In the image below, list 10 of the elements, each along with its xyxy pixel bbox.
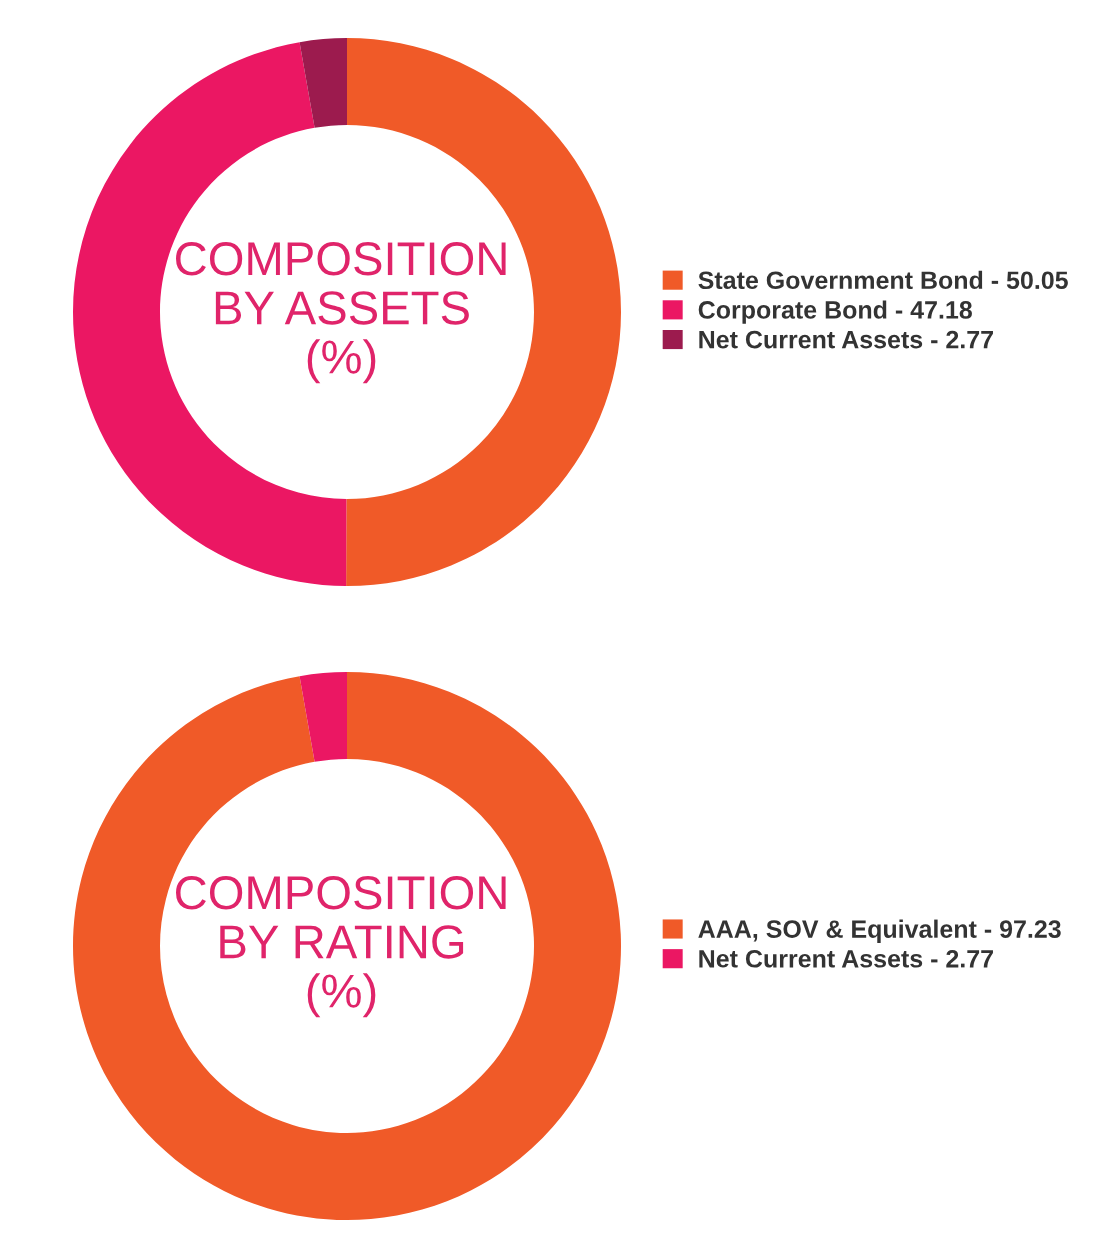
donut-slice — [299, 38, 347, 128]
legend-label: Net Current Assets - 2.77 — [699, 949, 993, 968]
legend-label: AAA, SOV & Equivalent - 97.23 — [698, 919, 1061, 943]
text: COMPOSITION BY ASSETS (%) — [176, 242, 506, 384]
legend-label: Net Current Assets - 2.77 — [699, 330, 993, 349]
legend-label: Corporate Bond - 47.18 — [698, 300, 972, 324]
donut-slice — [299, 672, 347, 762]
donut-slice — [73, 672, 621, 1220]
text: COMPOSITION BY RATING (%) — [176, 876, 506, 1018]
legend-label: State Government Bond - 50.05 — [698, 270, 1068, 290]
